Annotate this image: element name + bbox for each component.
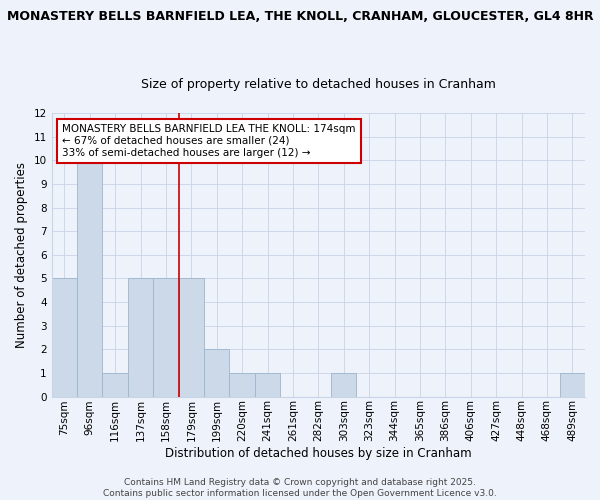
Bar <box>77 160 103 396</box>
Title: Size of property relative to detached houses in Cranham: Size of property relative to detached ho… <box>141 78 496 91</box>
Bar <box>153 278 179 396</box>
Text: MONASTERY BELLS BARNFIELD LEA THE KNOLL: 174sqm
← 67% of detached houses are sma: MONASTERY BELLS BARNFIELD LEA THE KNOLL:… <box>62 124 356 158</box>
X-axis label: Distribution of detached houses by size in Cranham: Distribution of detached houses by size … <box>165 447 472 460</box>
Bar <box>204 350 229 397</box>
Bar <box>103 373 128 396</box>
Y-axis label: Number of detached properties: Number of detached properties <box>15 162 28 348</box>
Bar <box>229 373 255 396</box>
Text: MONASTERY BELLS BARNFIELD LEA, THE KNOLL, CRANHAM, GLOUCESTER, GL4 8HR: MONASTERY BELLS BARNFIELD LEA, THE KNOLL… <box>7 10 593 23</box>
Bar <box>179 278 204 396</box>
Bar <box>331 373 356 396</box>
Bar <box>255 373 280 396</box>
Bar <box>560 373 585 396</box>
Text: Contains HM Land Registry data © Crown copyright and database right 2025.
Contai: Contains HM Land Registry data © Crown c… <box>103 478 497 498</box>
Bar <box>128 278 153 396</box>
Bar <box>52 278 77 396</box>
